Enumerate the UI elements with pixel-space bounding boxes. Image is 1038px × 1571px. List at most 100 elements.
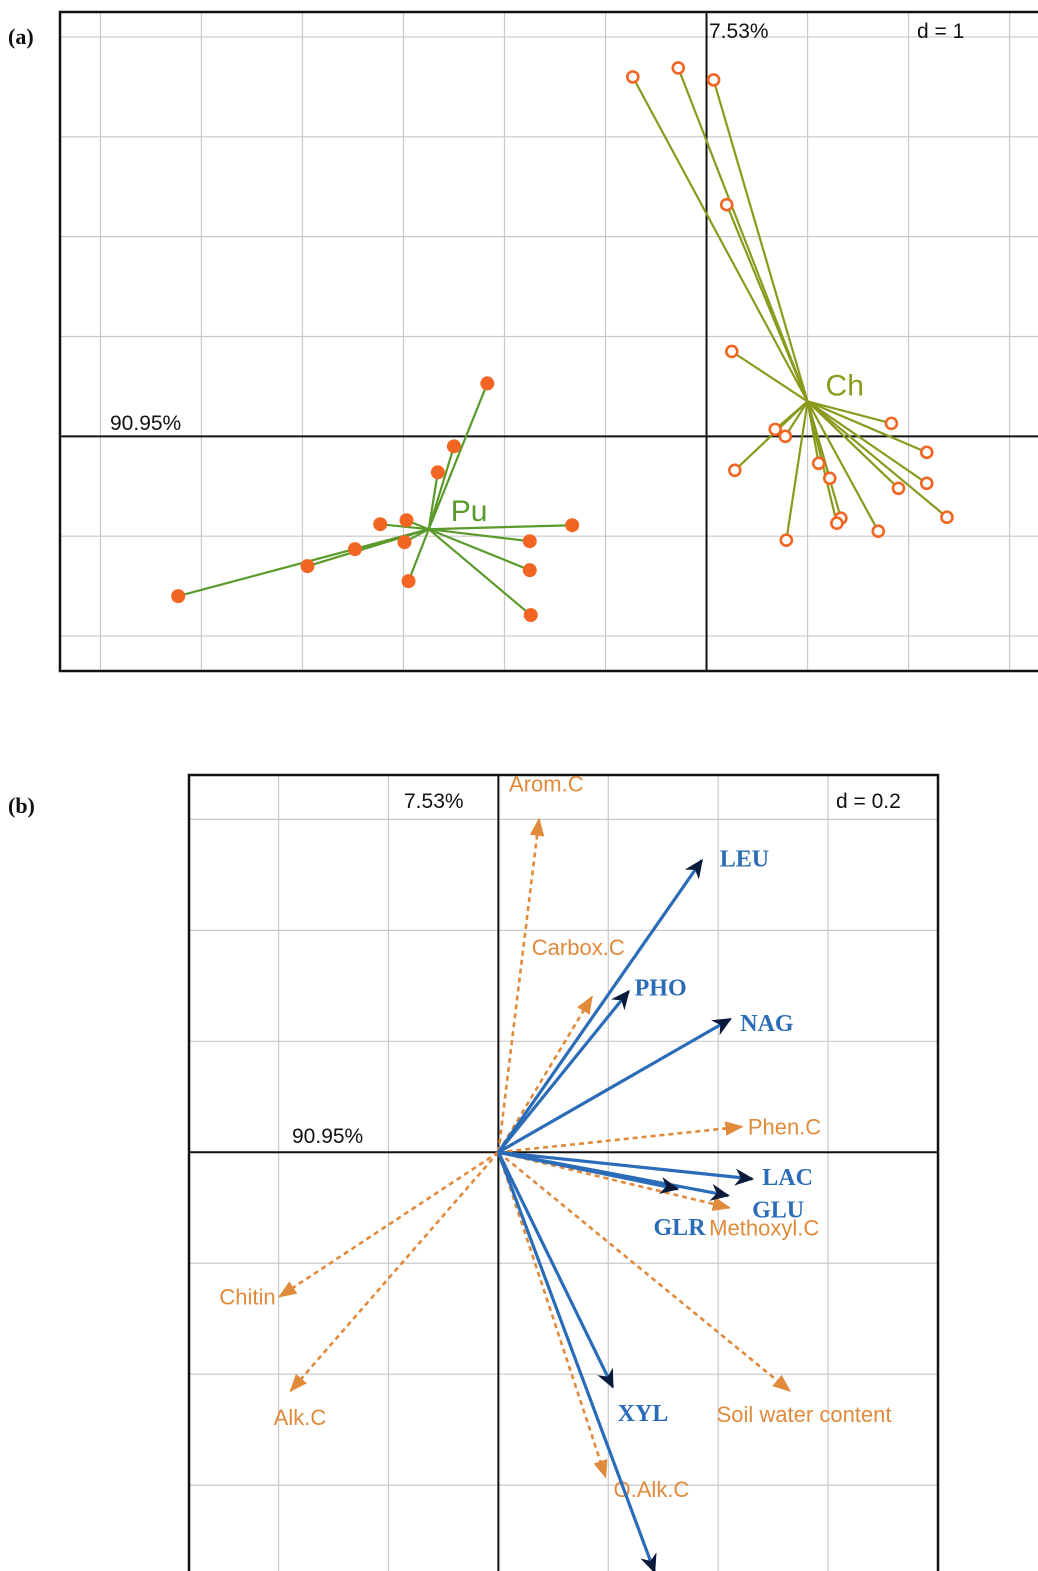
star-segment xyxy=(806,400,948,519)
data-point-ch xyxy=(940,510,954,525)
env-vector-label: Phen.C xyxy=(748,1115,821,1140)
data-point-ch xyxy=(768,422,783,437)
data-point-pu xyxy=(397,535,412,550)
group-label-pu: Pu xyxy=(451,495,488,528)
enzyme-vector-arrow xyxy=(497,989,630,1154)
star-segment xyxy=(784,400,809,437)
enzyme-vector-label: GLR xyxy=(654,1215,707,1241)
env-vector-label: Arom.C xyxy=(509,771,584,796)
data-point-ch xyxy=(822,471,837,486)
panel-a-axis2-label: 7.53% xyxy=(709,20,769,43)
enzyme-vector-arrow xyxy=(496,1151,615,1389)
star-segment xyxy=(427,472,439,530)
data-point-ch xyxy=(871,524,886,539)
panel-b-grid xyxy=(189,775,939,1571)
panel-b-enzyme-vectors: LEUPHONAGLACGLUGLRXYLCEL xyxy=(496,846,813,1571)
panel-a-axis1-label: 90.95% xyxy=(110,412,181,435)
panel-b-axis1-label: 90.95% xyxy=(292,1125,363,1148)
data-point-ch xyxy=(891,481,906,496)
data-point-ch xyxy=(830,516,844,531)
data-point-ch xyxy=(779,533,794,547)
star-segment xyxy=(774,400,809,431)
env-vector-label: Carbox.C xyxy=(532,935,625,960)
data-point-ch xyxy=(919,445,934,460)
panel-a-scale-label: d = 1 xyxy=(917,20,964,43)
group-label-ch: Ch xyxy=(826,369,864,402)
star-segment xyxy=(427,383,489,530)
env-vector-arrow xyxy=(497,817,545,1153)
data-point-pu xyxy=(399,513,414,528)
env-vector-label: Chitin xyxy=(219,1285,275,1310)
panel-b-axis2-label: 7.53% xyxy=(404,790,464,813)
panel-a-label: (a) xyxy=(8,24,34,49)
data-point-pu xyxy=(347,542,362,557)
enzyme-vector-arrow xyxy=(497,1017,732,1154)
panel-b-scale-label: d = 0.2 xyxy=(836,790,901,813)
panel-a-frame xyxy=(58,10,1038,673)
enzyme-vector-arrow xyxy=(497,858,704,1154)
data-point-ch xyxy=(919,476,934,491)
enzyme-vector-label: GLU xyxy=(752,1198,804,1224)
env-vector-label: Soil water content xyxy=(717,1402,892,1427)
env-vector-label: Methoxyl.C xyxy=(709,1216,819,1241)
env-vector-arrow xyxy=(278,1151,500,1298)
data-point-ch xyxy=(728,463,742,478)
star-segment xyxy=(712,79,809,402)
data-point-ch xyxy=(811,456,826,471)
enzyme-vector-label: NAG xyxy=(740,1011,794,1037)
panel-a: (a) 90.95% 7.53% d = 1 Pu Ch xyxy=(8,10,1038,673)
data-point-pu xyxy=(522,563,537,578)
enzyme-vector-label: PHO xyxy=(635,975,687,1001)
env-vector-arrow xyxy=(498,1121,744,1154)
star-segment xyxy=(428,528,532,616)
star-segment xyxy=(785,401,809,541)
data-point-ch xyxy=(778,429,793,444)
star-segment xyxy=(354,528,430,551)
star-segment xyxy=(677,67,809,402)
panel-a-grid xyxy=(60,12,1038,671)
star-segment xyxy=(631,76,809,402)
env-vector-label: Alk.C xyxy=(274,1405,327,1430)
star-segment xyxy=(806,400,928,485)
data-point-ch xyxy=(671,61,686,75)
data-point-pu xyxy=(373,517,388,532)
data-point-ch xyxy=(625,70,640,84)
enzyme-vector-arrow xyxy=(498,1150,680,1194)
env-vector-arrow xyxy=(497,1151,608,1479)
enzyme-vector-label: LAC xyxy=(762,1165,813,1191)
data-point-pu xyxy=(171,589,186,604)
data-point-pu xyxy=(480,376,495,391)
data-point-pu xyxy=(401,574,416,589)
enzyme-vector-arrow xyxy=(498,1150,755,1186)
enzyme-vector-arrow xyxy=(496,1151,657,1571)
star-segment xyxy=(427,446,456,530)
enzyme-vector-label: XYL xyxy=(618,1401,669,1427)
panel-a-groups: Pu Ch xyxy=(171,61,954,623)
data-point-pu xyxy=(430,465,445,480)
data-point-pu xyxy=(446,439,461,454)
data-point-ch xyxy=(719,197,734,212)
data-point-ch xyxy=(884,416,899,431)
panel-b-frame xyxy=(187,773,940,1571)
star-segment xyxy=(731,350,809,403)
data-point-pu xyxy=(565,518,580,533)
env-vector-arrow xyxy=(289,1151,500,1393)
star-segment xyxy=(806,400,880,532)
star-segment xyxy=(807,400,928,454)
panel-b-label: (b) xyxy=(8,793,35,818)
star-segment xyxy=(806,400,900,490)
star-segment xyxy=(428,528,531,572)
data-point-ch xyxy=(706,73,721,87)
panel-b: (b) 90.95% 7.53% d = 0.2 Arom.C Carbox.C P… xyxy=(8,771,940,1571)
data-point-pu xyxy=(522,534,537,549)
star-segment xyxy=(428,524,573,531)
env-vector-arrow xyxy=(497,995,593,1153)
star-segment xyxy=(428,528,530,543)
enzyme-vector-label: LEU xyxy=(720,846,769,872)
star-segment xyxy=(725,204,809,402)
data-point-pu xyxy=(300,559,315,574)
star-segment xyxy=(807,400,892,425)
data-point-pu xyxy=(523,608,538,623)
data-point-ch xyxy=(724,344,739,359)
